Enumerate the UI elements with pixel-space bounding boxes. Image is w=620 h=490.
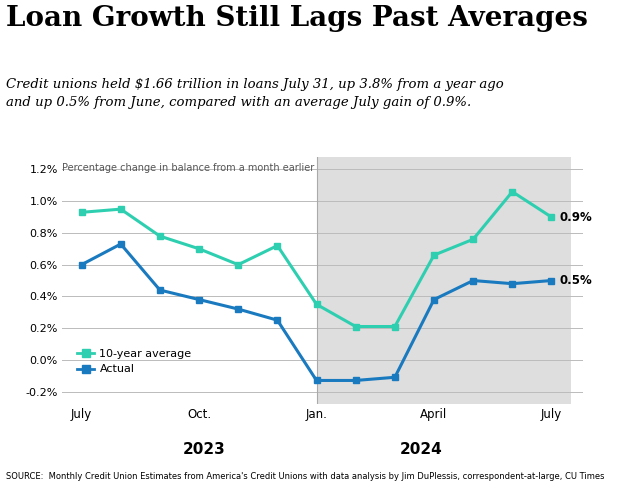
Text: Loan Growth Still Lags Past Averages: Loan Growth Still Lags Past Averages	[6, 5, 588, 32]
Text: Percentage change in balance from a month earlier: Percentage change in balance from a mont…	[62, 163, 314, 173]
Text: 2023: 2023	[184, 442, 226, 457]
Text: 2024: 2024	[401, 442, 443, 457]
Text: SOURCE:  Monthly Credit Union Estimates from America's Credit Unions with data a: SOURCE: Monthly Credit Union Estimates f…	[6, 472, 604, 481]
Legend: 10-year average, Actual: 10-year average, Actual	[73, 344, 196, 379]
Text: Credit unions held $1.66 trillion in loans July 31, up 3.8% from a year ago
and : Credit unions held $1.66 trillion in loa…	[6, 78, 504, 109]
Text: 0.5%: 0.5%	[559, 274, 592, 287]
Bar	[317, 157, 571, 404]
Bar	[62, 157, 317, 404]
Text: 0.9%: 0.9%	[559, 211, 592, 223]
